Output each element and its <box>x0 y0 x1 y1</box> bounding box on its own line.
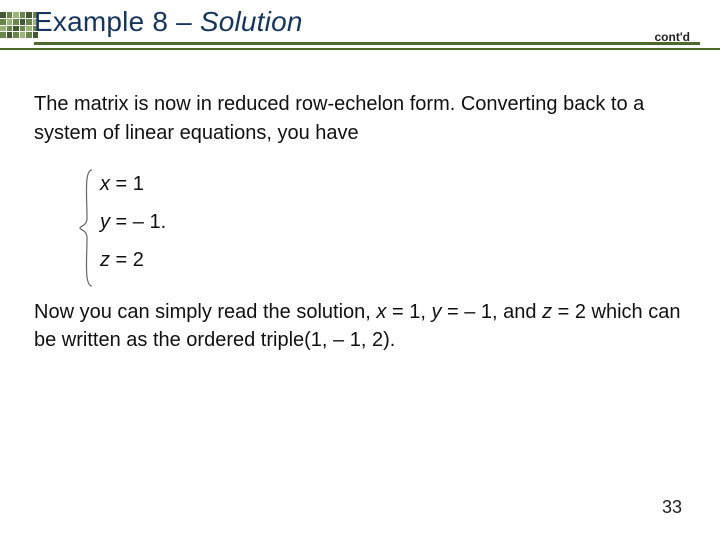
eq1-var: x <box>100 173 110 195</box>
equation-system: x = 1 y = – 1. z = 2 <box>78 174 684 270</box>
p2-t1: Now you can simply read the solution, <box>34 301 376 323</box>
contd-label: cont'd <box>654 30 690 44</box>
title-italic: Solution <box>200 6 303 37</box>
p2-t3: = – 1, and <box>441 301 542 323</box>
slide: Example 8 – Solution cont'd The matrix i… <box>0 0 720 540</box>
title-prefix: Example 8 – <box>34 6 200 37</box>
corner-logo <box>0 12 38 38</box>
equation-2: y = – 1. <box>100 212 684 232</box>
left-brace-icon <box>78 168 96 288</box>
eq2-rhs: = – 1. <box>110 211 166 233</box>
eq3-rhs: = 2 <box>110 249 144 271</box>
paragraph-1: The matrix is now in reduced row-echelon… <box>34 90 684 148</box>
p2-x: x <box>376 301 386 323</box>
eq2-var: y <box>100 211 110 233</box>
body: The matrix is now in reduced row-echelon… <box>34 90 684 354</box>
page-number: 33 <box>662 497 682 518</box>
title-underline <box>0 48 720 50</box>
p2-y: y <box>431 301 441 323</box>
slide-title: Example 8 – Solution <box>34 6 303 37</box>
equation-1: x = 1 <box>100 174 684 194</box>
eq3-var: z <box>100 249 110 271</box>
equation-3: z = 2 <box>100 250 684 270</box>
title-bar: Example 8 – Solution <box>34 6 700 45</box>
p2-z: z <box>542 301 552 323</box>
paragraph-2: Now you can simply read the solution, x … <box>34 298 684 354</box>
p2-t2: = 1, <box>386 301 431 323</box>
eq1-rhs: = 1 <box>110 173 144 195</box>
